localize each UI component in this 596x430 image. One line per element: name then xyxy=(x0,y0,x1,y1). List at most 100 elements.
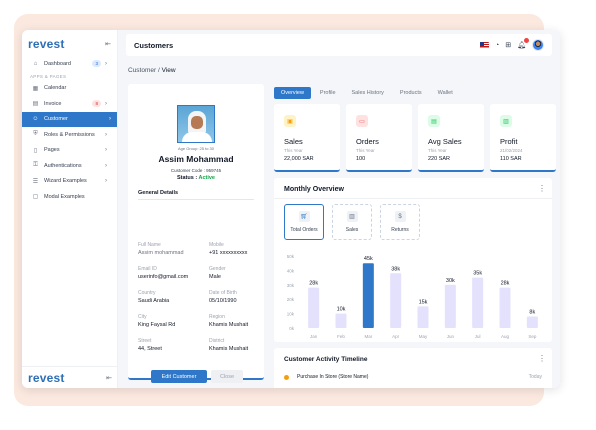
notification-bell-icon[interactable]: 🔔︎ xyxy=(517,38,529,49)
customer-tabs: Overview Profile Sales History Products … xyxy=(274,87,460,99)
sidebar-item-roles[interactable]: ⛨ Roles & Permissions › xyxy=(26,127,113,143)
sidebar-item-dashboard[interactable]: ⌂ Dashboard 3 › xyxy=(26,56,113,72)
field-value: Assim mohammad xyxy=(138,250,184,256)
sidebar-item-calendar[interactable]: ▦ Calendar xyxy=(26,81,113,97)
customer-profile-card: Age Group: 25 to 30 Assim Mohammad Custo… xyxy=(128,84,265,383)
sidebar-item-label: Dashboard xyxy=(44,60,71,67)
wizard-icon: ☰ xyxy=(32,178,39,185)
monthly-bar-chart: 0k 10k 20k 30k 40k 50k 28k Jan 10k Feb 45k Mar 38k Ap… xyxy=(287,254,538,339)
chevron-right-icon: › xyxy=(105,178,107,185)
y-tick-label: 20k xyxy=(287,297,295,302)
field-label: Full Name xyxy=(138,242,161,248)
bar[interactable] xyxy=(444,284,456,328)
sidebar-item-label: Customer xyxy=(44,116,68,123)
shield-icon: ⛨ xyxy=(33,131,38,138)
sidebar-item-wizard[interactable]: ☰ Wizard Examples › xyxy=(26,174,113,190)
bar-data-label: 38k xyxy=(391,266,400,272)
field-mobile: Mobile +91 xxxxxxxxxx xyxy=(209,242,265,256)
field-value: 05/10/1990 xyxy=(209,298,237,304)
edit-customer-button[interactable]: Edit Customer xyxy=(151,370,207,383)
stat-title: Sales xyxy=(284,137,303,146)
field-label: Country xyxy=(138,290,156,296)
top-actions: ◔ ⊞ 🔔︎ xyxy=(480,38,544,51)
dashboard-count-badge: 3 xyxy=(92,60,101,68)
invoice-icon: ▤ xyxy=(32,101,39,108)
chevron-right-icon: › xyxy=(105,147,107,154)
bar[interactable] xyxy=(308,287,320,328)
stat-value: 220 SAR xyxy=(428,156,451,162)
tab-overview[interactable]: Overview xyxy=(274,87,311,99)
returns-button[interactable]: $ Returns xyxy=(380,204,420,240)
sidebar-item-label: Calendar xyxy=(44,85,67,92)
sidebar-item-modal[interactable]: ▢ Modal Examples xyxy=(26,189,113,205)
customer-code-label: Customer Code : xyxy=(170,168,205,173)
field-country: Country Saudi Arabia xyxy=(138,290,194,304)
bar[interactable] xyxy=(526,316,538,328)
bar[interactable] xyxy=(390,273,402,328)
timeline-title: Customer Activity Timeline xyxy=(284,356,368,363)
tab-profile[interactable]: Profile xyxy=(319,90,336,96)
field-value: Saudi Arabia xyxy=(138,298,170,304)
x-tick-label: Jul xyxy=(475,334,481,339)
tab-products[interactable]: Products xyxy=(399,90,422,96)
brand-logo[interactable]: revest xyxy=(28,37,65,51)
notification-dot xyxy=(524,38,529,43)
field-value: userinfo@gmail.com xyxy=(138,274,189,280)
breadcrumb-parent[interactable]: Customer xyxy=(128,67,157,74)
brand-logo-footer[interactable]: revest xyxy=(28,370,65,385)
more-options-icon[interactable]: ⋮ xyxy=(538,184,546,193)
y-tick-label: 10k xyxy=(287,312,295,317)
timeline-item: Purchase In Store (Store Name) Today xyxy=(284,374,542,380)
sidebar-item-invoice[interactable]: ▤ Invoice 8 › xyxy=(26,96,113,112)
bar-data-label: 30k xyxy=(446,278,455,284)
field-value: Male xyxy=(209,274,221,280)
sidebar-item-customer[interactable]: ☺ Customer › xyxy=(22,111,117,127)
sidebar-item-pages[interactable]: ▯ Pages › xyxy=(26,143,113,159)
timeline-dot xyxy=(284,374,289,380)
overview-title: Monthly Overview xyxy=(284,186,344,193)
y-tick-label: 0k xyxy=(289,326,295,331)
field-email: Email ID userinfo@gmail.com xyxy=(138,266,194,280)
field-value: 44, Street xyxy=(138,346,162,352)
timeline-time: Today xyxy=(528,374,542,380)
language-flag-icon[interactable] xyxy=(480,41,489,49)
sidebar-footer: revest ⇤ xyxy=(22,366,118,388)
invoice-count-badge: 8 xyxy=(92,100,101,108)
customer-status: Status : Active xyxy=(128,175,264,181)
collapse-sidebar-icon[interactable]: ⇤ xyxy=(105,41,111,48)
apps-grid-icon[interactable]: ⊞ xyxy=(505,42,512,49)
sales-button[interactable]: ▥ Sales xyxy=(332,204,372,240)
chevron-right-icon: › xyxy=(105,60,107,67)
close-button[interactable]: Close xyxy=(211,370,243,383)
stat-title: Orders xyxy=(356,137,379,146)
field-label: Email ID xyxy=(138,266,157,272)
tab-wallet[interactable]: Wallet xyxy=(437,90,453,96)
customer-code-value: 959745 xyxy=(206,168,222,173)
cart-icon: 🛒︎ xyxy=(298,211,310,222)
calendar-icon: ▦ xyxy=(32,85,39,92)
bar-data-label: 35k xyxy=(473,271,482,277)
dollar-icon: $ xyxy=(394,211,406,222)
collapse-sidebar-icon[interactable]: ⇤ xyxy=(106,374,112,382)
status-value: Active xyxy=(198,175,215,181)
clock-icon[interactable]: ◔ xyxy=(495,41,500,49)
user-avatar[interactable] xyxy=(532,39,544,51)
chart-icon: ▥ xyxy=(500,115,512,127)
sidebar-item-authentications[interactable]: ⚿ Authentications › xyxy=(26,158,113,174)
field-label: City xyxy=(138,314,147,320)
field-value: Khamis Mushait xyxy=(209,346,249,352)
bar[interactable] xyxy=(362,263,374,328)
bar-data-label: 28k xyxy=(501,281,510,287)
stat-card-avg-sales: ▤ Avg Sales This Year 220 SAR xyxy=(418,104,484,172)
more-options-icon[interactable]: ⋮ xyxy=(538,354,546,363)
bar[interactable] xyxy=(472,277,484,328)
x-tick-label: Mar xyxy=(364,334,372,339)
stat-card-orders: ▭ Orders This Year 100 xyxy=(346,104,412,172)
total-orders-button[interactable]: 🛒︎ Total Orders xyxy=(284,204,324,240)
stat-value: 22,000 SAR xyxy=(284,156,314,162)
bar[interactable] xyxy=(335,313,347,328)
bar-data-label: 45k xyxy=(364,256,373,262)
bar[interactable] xyxy=(417,306,429,328)
bar[interactable] xyxy=(499,287,511,328)
tab-sales-history[interactable]: Sales History xyxy=(351,90,384,96)
